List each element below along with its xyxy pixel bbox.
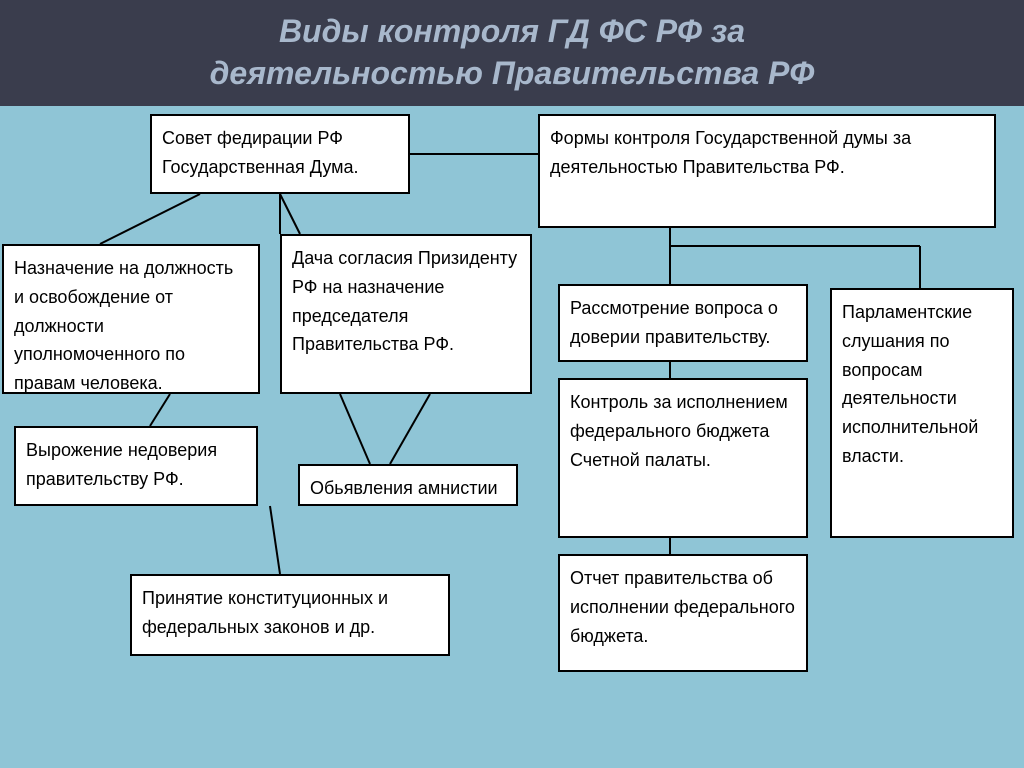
box-parlament-text: Парламентские слушания по вопросам деяте… [842, 302, 978, 466]
box-naznachenie-text: Назначение на должность и освобождение о… [14, 258, 233, 393]
box-rassmotrenie: Рассмотрение вопроса о доверии правитель… [558, 284, 808, 362]
title-line2: деятельностью Правительства РФ [210, 55, 815, 91]
title-line1: Виды контроля ГД ФС РФ за [279, 13, 745, 49]
box-formy-text: Формы контроля Государственной думы за д… [550, 128, 911, 177]
box-sovet: Совет федирации РФ Государственная Дума. [150, 114, 410, 194]
box-vyrojenie: Вырожение недоверия правительству РФ. [14, 426, 258, 506]
box-naznachenie: Назначение на должность и освобождение о… [2, 244, 260, 394]
box-kontrol-text: Контроль за исполнением федерального бюд… [570, 392, 788, 470]
box-amnistia-text: Обьявления амнистии [310, 478, 498, 498]
box-formy: Формы контроля Государственной думы за д… [538, 114, 996, 228]
box-parlament: Парламентские слушания по вопросам деяте… [830, 288, 1014, 538]
box-kontrol: Контроль за исполнением федерального бюд… [558, 378, 808, 538]
box-prinyatie-text: Принятие конституционных и федеральных з… [142, 588, 388, 637]
box-sovet-text: Совет федирации РФ Государственная Дума. [162, 128, 359, 177]
box-vyrojenie-text: Вырожение недоверия правительству РФ. [26, 440, 217, 489]
box-amnistia: Обьявления амнистии [298, 464, 518, 506]
box-otchet: Отчет правительства об исполнении федера… [558, 554, 808, 672]
box-otchet-text: Отчет правительства об исполнении федера… [570, 568, 795, 646]
box-dacha-text: Дача согласия Призиденту РФ на назначени… [292, 248, 517, 354]
box-dacha: Дача согласия Призиденту РФ на назначени… [280, 234, 532, 394]
diagram-content: Совет федирации РФ Государственная Дума.… [0, 106, 1024, 768]
box-prinyatie: Принятие конституционных и федеральных з… [130, 574, 450, 656]
box-rassmotrenie-text: Рассмотрение вопроса о доверии правитель… [570, 298, 778, 347]
page-title: Виды контроля ГД ФС РФ за деятельностью … [0, 0, 1024, 106]
